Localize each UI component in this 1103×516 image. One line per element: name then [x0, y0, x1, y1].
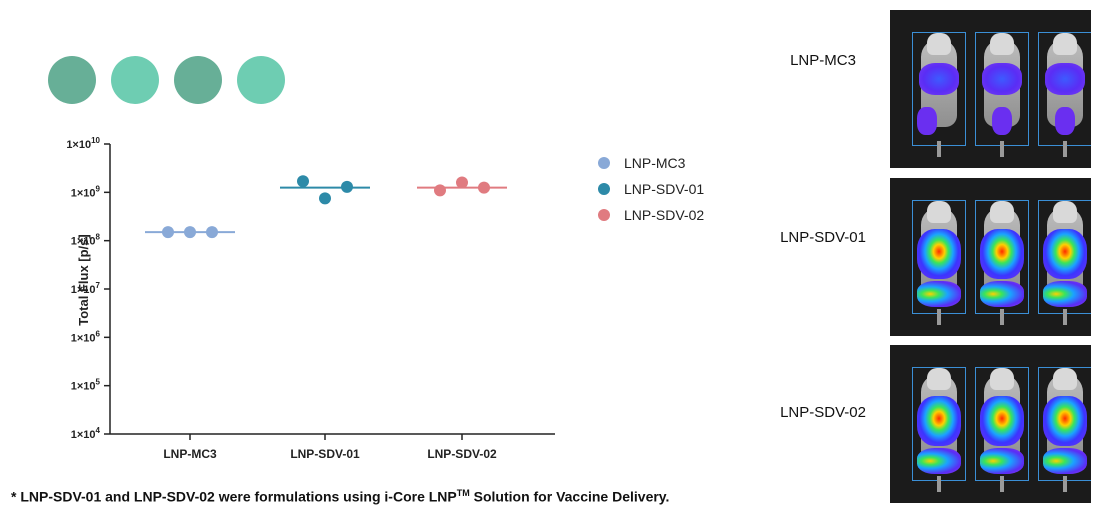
- x-tick-label: LNP-MC3: [163, 447, 217, 461]
- footnote-prefix: * LNP-SDV-01 and LNP-SDV-02 were formula…: [11, 488, 457, 505]
- imaging-panel-mc3: [890, 10, 1091, 168]
- mouse-tail: [1063, 476, 1067, 492]
- chart-legend: LNP-MC3 LNP-SDV-01 LNP-SDV-02: [598, 150, 704, 228]
- mouse-tail: [1063, 141, 1067, 157]
- luminescence-signal: [917, 396, 961, 446]
- data-point: [456, 176, 468, 189]
- decorative-circle: [174, 56, 222, 104]
- imaging-panel-sdv01: [890, 178, 1091, 336]
- mouse-head: [990, 33, 1014, 55]
- luminescence-signal: [980, 448, 1024, 474]
- mouse-roi-box: [1038, 32, 1091, 157]
- luminescence-signal: [1043, 396, 1087, 446]
- footnote-superscript: TM: [456, 488, 470, 498]
- luminescence-signal: [980, 396, 1024, 446]
- luminescence-signal: [1043, 448, 1087, 474]
- legend-label: LNP-SDV-01: [624, 181, 705, 197]
- y-axis-label: Total Flux [p/s]: [76, 234, 91, 326]
- data-point: [434, 184, 446, 197]
- legend-item: LNP-SDV-02: [598, 202, 704, 228]
- luminescence-signal: [1043, 229, 1087, 279]
- mouse-roi-box: [975, 367, 1029, 492]
- mouse-tail: [937, 309, 941, 325]
- legend-label: LNP-SDV-02: [624, 207, 705, 223]
- mouse-tail: [1000, 141, 1004, 157]
- data-point: [297, 175, 309, 188]
- data-point: [162, 226, 174, 239]
- legend-item: LNP-SDV-01: [598, 176, 704, 202]
- mouse-tail: [937, 141, 941, 157]
- mouse-roi-box: [975, 32, 1029, 157]
- decorative-circle: [111, 56, 159, 104]
- mouse-head: [990, 201, 1014, 223]
- panel-label-mc3: LNP-MC3: [790, 52, 856, 69]
- decorative-circle: [48, 56, 96, 104]
- mouse-roi-box: [912, 367, 966, 492]
- mouse-head: [927, 201, 951, 223]
- mouse-roi-box: [975, 200, 1029, 325]
- mouse-roi-box: [912, 200, 966, 325]
- data-point: [478, 181, 490, 194]
- luminescence-signal: [980, 229, 1024, 279]
- mouse-roi-box: [912, 32, 966, 157]
- y-tick-label: 1×105: [71, 378, 101, 393]
- luminescence-signal: [919, 63, 959, 95]
- luminescence-signal: [1055, 107, 1075, 135]
- luminescence-signal: [992, 107, 1012, 135]
- x-tick-label: LNP-SDV-01: [290, 447, 360, 461]
- x-tick-label: LNP-SDV-02: [427, 447, 497, 461]
- panel-label-sdv01: LNP-SDV-01: [780, 229, 866, 246]
- mouse-tail: [937, 476, 941, 492]
- mouse-head: [927, 33, 951, 55]
- y-tick-label: 1×1010: [66, 136, 100, 151]
- y-tick-label: 1×107: [71, 281, 101, 296]
- y-tick-label: 1×106: [71, 329, 101, 344]
- luminescence-signal: [917, 281, 961, 307]
- luminescence-signal: [917, 448, 961, 474]
- footnote: * LNP-SDV-01 and LNP-SDV-02 were formula…: [11, 488, 669, 505]
- luminescence-signal: [980, 281, 1024, 307]
- legend-marker: [598, 157, 610, 169]
- data-point: [341, 180, 353, 193]
- luminescence-signal: [917, 229, 961, 279]
- panel-label-sdv02: LNP-SDV-02: [780, 404, 866, 421]
- legend-label: LNP-MC3: [624, 155, 686, 171]
- data-point: [206, 226, 218, 239]
- mouse-tail: [1000, 476, 1004, 492]
- y-tick-label: 1×104: [71, 426, 101, 441]
- y-tick-label: 1×109: [71, 184, 101, 199]
- data-point: [319, 192, 331, 205]
- mouse-head: [1053, 33, 1077, 55]
- decorative-dots: [48, 56, 285, 104]
- data-point: [184, 226, 196, 239]
- mouse-head: [1053, 201, 1077, 223]
- luminescence-signal: [1045, 63, 1085, 95]
- mouse-tail: [1000, 309, 1004, 325]
- legend-item: LNP-MC3: [598, 150, 704, 176]
- legend-marker: [598, 183, 610, 195]
- mouse-head: [1053, 368, 1077, 390]
- imaging-panel-sdv02: [890, 345, 1091, 503]
- decorative-circle: [237, 56, 285, 104]
- luminescence-signal: [917, 107, 937, 135]
- mouse-roi-box: [1038, 367, 1091, 492]
- footnote-suffix: Solution for Vaccine Delivery.: [469, 488, 670, 505]
- legend-marker: [598, 209, 610, 221]
- mouse-head: [927, 368, 951, 390]
- luminescence-signal: [982, 63, 1022, 95]
- scatter-chart: 1×104 1×105 1×106 1×107 1×108 1×109 1×1010 LNP-…: [66, 136, 555, 461]
- mouse-head: [990, 368, 1014, 390]
- mouse-roi-box: [1038, 200, 1091, 325]
- luminescence-signal: [1043, 281, 1087, 307]
- y-tick-label: 1×108: [71, 233, 101, 248]
- mouse-tail: [1063, 309, 1067, 325]
